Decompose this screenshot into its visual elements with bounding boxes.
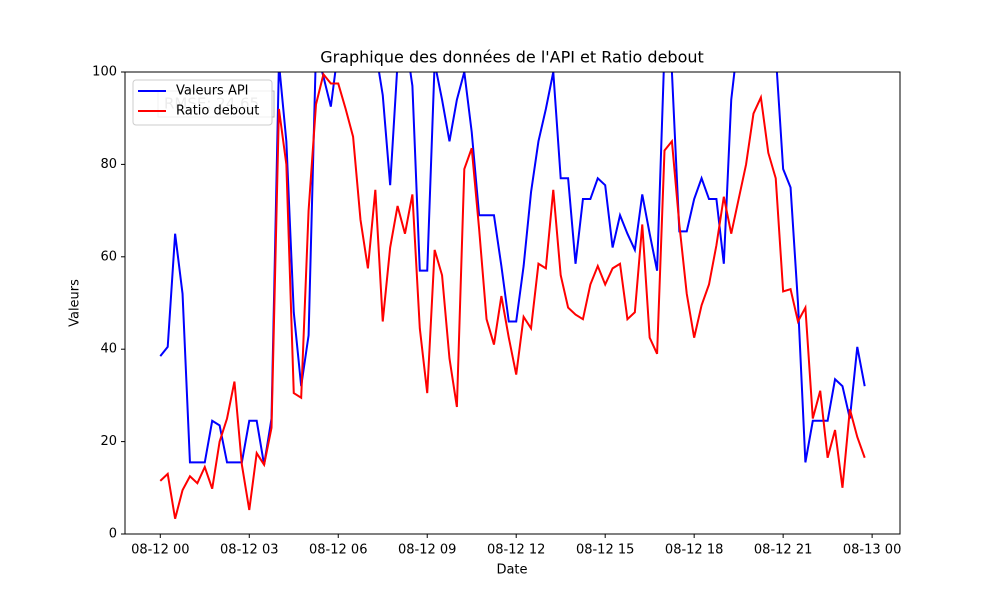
y-tick-label: 0: [109, 527, 117, 542]
plot-frame: [124, 71, 901, 535]
legend: Valeurs API Ratio debout: [132, 79, 273, 126]
y-tick-label: 40: [100, 342, 117, 357]
x-tick-label: 08-12 21: [754, 543, 812, 558]
legend-label: Ratio debout: [176, 104, 259, 119]
x-tick-label: 08-12 18: [665, 543, 723, 558]
x-tick-label: 08-12 06: [309, 543, 367, 558]
x-axis-label: Date: [496, 563, 527, 578]
legend-box: [132, 79, 273, 126]
y-tick-label: 60: [100, 249, 117, 264]
x-tick-label: 08-13 00: [843, 543, 901, 558]
x-tick-label: 08-12 15: [576, 543, 634, 558]
y-tick-label: 100: [92, 65, 117, 80]
x-tick-label: 08-12 09: [398, 543, 456, 558]
x-tick-label: 08-12 00: [131, 543, 189, 558]
line-series: [159, 72, 866, 520]
plot-area: [159, 72, 866, 520]
y-tick-label: 20: [100, 434, 117, 449]
legend-label: Valeurs API: [176, 84, 249, 99]
x-tick-label: 08-12 12: [487, 543, 545, 558]
x-tick-label: 08-12 03: [220, 543, 278, 558]
y-axis-label: Valeurs: [68, 279, 83, 327]
y-tick-label: 80: [100, 157, 117, 172]
chart-title: Graphique des données de l'API et Ratio …: [320, 48, 704, 67]
